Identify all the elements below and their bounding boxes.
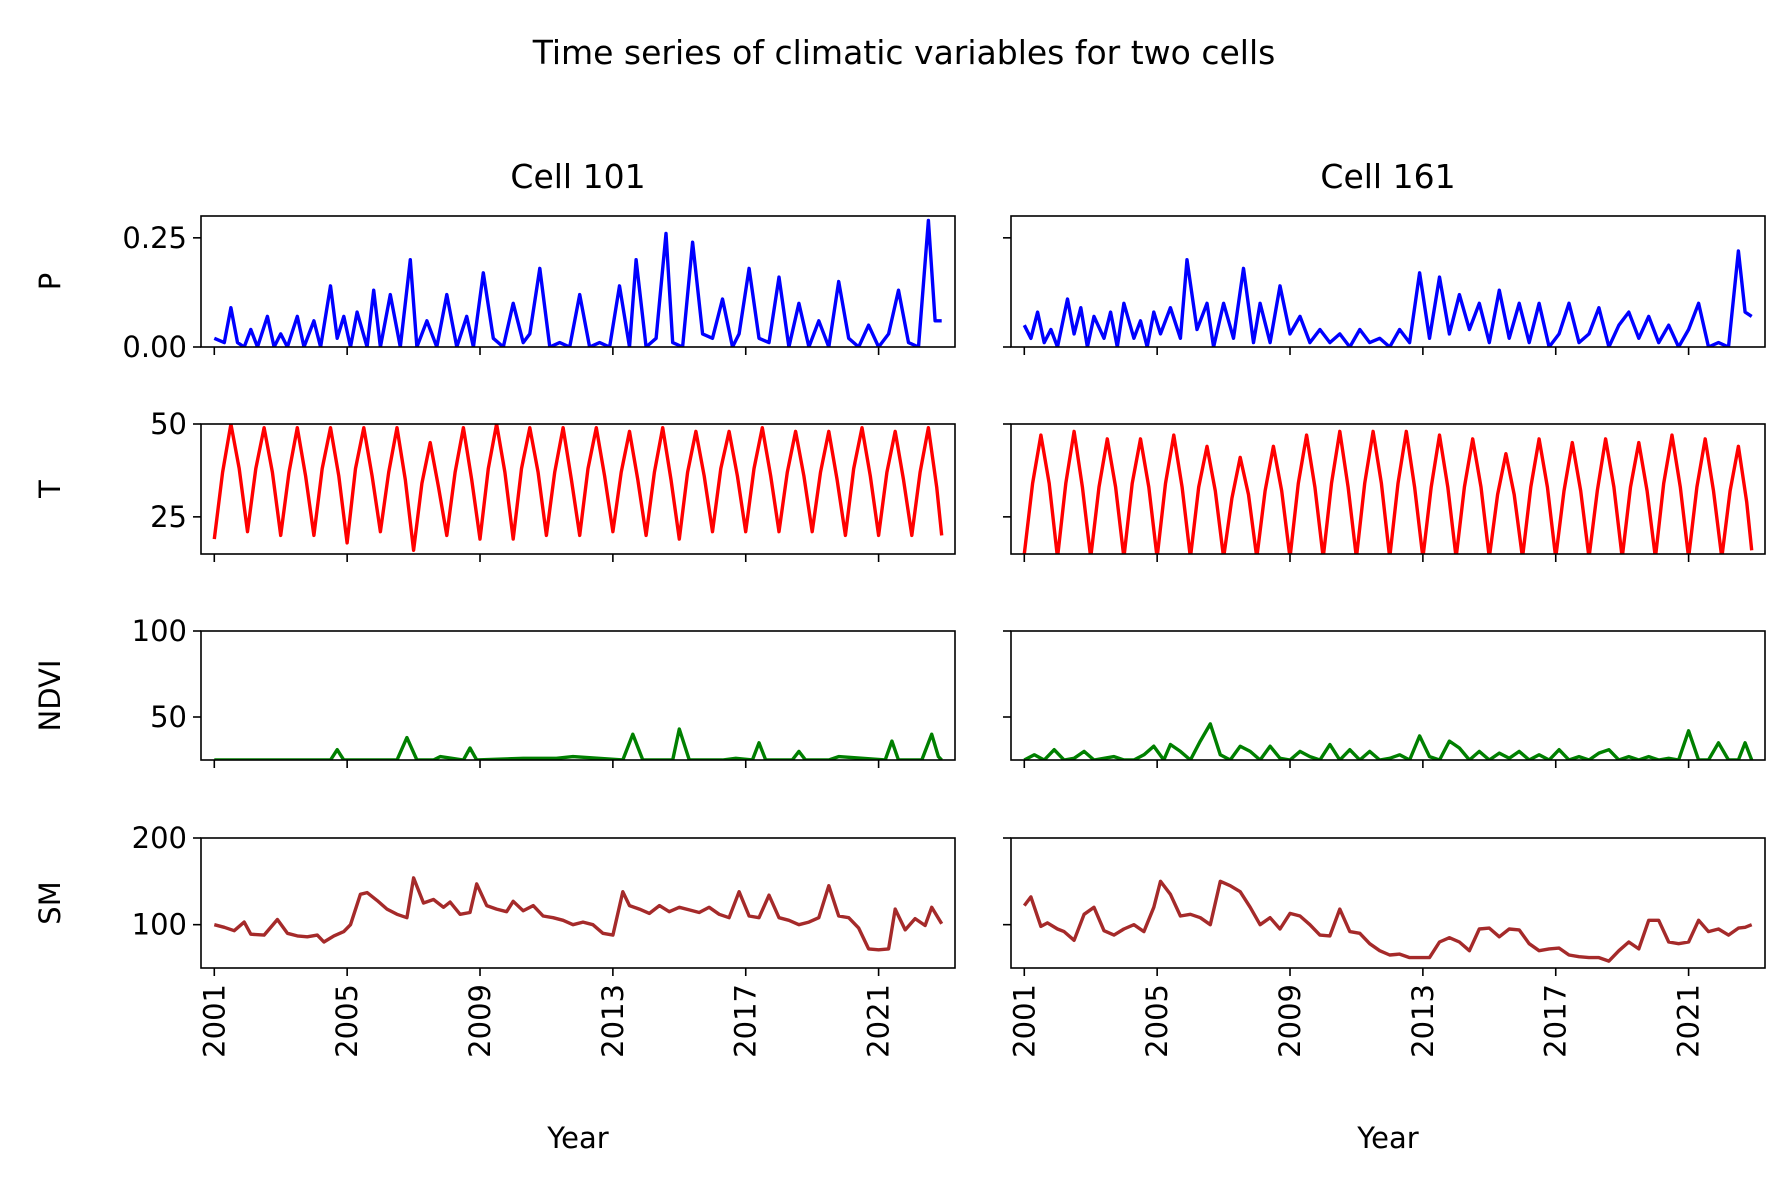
ndvi-ylabel: NDVI <box>33 660 67 732</box>
xtick-label: 2021 <box>1672 984 1706 1058</box>
sm-ylabel: SM <box>33 881 67 924</box>
cell-161-p-axes <box>1003 215 1766 355</box>
cell-101-xlabel: Year <box>546 1121 608 1155</box>
cell-161-sm-frame <box>1010 837 1766 969</box>
cell-101-ndvi-frame <box>200 630 956 761</box>
xtick-label: 2001 <box>1007 984 1041 1058</box>
cell-101-ndvi-axes: 50 100 NDVI <box>33 614 956 768</box>
figure-suptitle: Time series of climatic variables for tw… <box>532 33 1276 72</box>
cell-161-t-frame <box>1010 423 1766 555</box>
ytick-label: 100 <box>132 614 187 648</box>
ytick-label: 100 <box>132 908 187 942</box>
xtick-label: 2005 <box>1140 984 1174 1058</box>
t-ylabel: T <box>33 480 67 499</box>
cell-161-ndvi-line <box>1023 722 1754 760</box>
cell-101-sm-frame <box>200 837 956 969</box>
ytick-label: 50 <box>150 407 187 441</box>
cell-101-sm-line <box>213 876 944 952</box>
cell-101-p-axes: 0.00 0.25 P <box>33 215 956 364</box>
subplot-grid: Cell 101 0.00 0.25 P 25 50 T 50 100 NDVI 100 200 SM 2… <box>33 157 1766 1155</box>
cell-101-title: Cell 101 <box>510 157 645 196</box>
cell-161-t-line <box>1022 429 1754 554</box>
cell-161-ndvi-axes <box>1003 630 1766 768</box>
cell-161-xlabel: Year <box>1356 1121 1418 1155</box>
ytick-label: 200 <box>132 821 187 855</box>
cell-161-p-line <box>1022 249 1753 347</box>
cell-161-p-frame <box>1010 215 1766 348</box>
xtick-label: 2009 <box>1273 984 1307 1058</box>
ytick-label: 25 <box>150 500 187 534</box>
cell-101-t-line <box>212 424 944 552</box>
cell-101-sm-axes: 100 200 SM 2001 2005 2009 2013 2017 2021 Year <box>33 821 956 1155</box>
xtick-label: 2013 <box>596 984 630 1058</box>
xtick-label: 2017 <box>729 984 763 1058</box>
cell-161-sm-axes: 2001 2005 2009 2013 2017 2021 Year <box>1003 837 1766 1155</box>
xtick-label: 2001 <box>197 984 231 1058</box>
cell-161-t-axes <box>1003 423 1766 562</box>
xtick-label: 2009 <box>463 984 497 1058</box>
xtick-label: 2005 <box>330 984 364 1058</box>
xtick-label: 2013 <box>1406 984 1440 1058</box>
ytick-label: 0.25 <box>122 221 187 255</box>
cell-101-t-axes: 25 50 T <box>33 407 956 562</box>
xtick-label: 2021 <box>862 984 896 1058</box>
ytick-label: 0.00 <box>122 330 187 364</box>
cell-101-p-frame <box>200 215 956 348</box>
ytick-label: 50 <box>150 700 187 734</box>
cell-161-sm-line <box>1022 879 1753 963</box>
xtick-label: 2017 <box>1539 984 1573 1058</box>
cell-161-ndvi-frame <box>1010 630 1766 761</box>
cell-101-p-line <box>213 218 942 347</box>
cell-161-title: Cell 161 <box>1320 157 1455 196</box>
p-ylabel: P <box>33 273 67 291</box>
cell-101-t-frame <box>200 423 956 555</box>
